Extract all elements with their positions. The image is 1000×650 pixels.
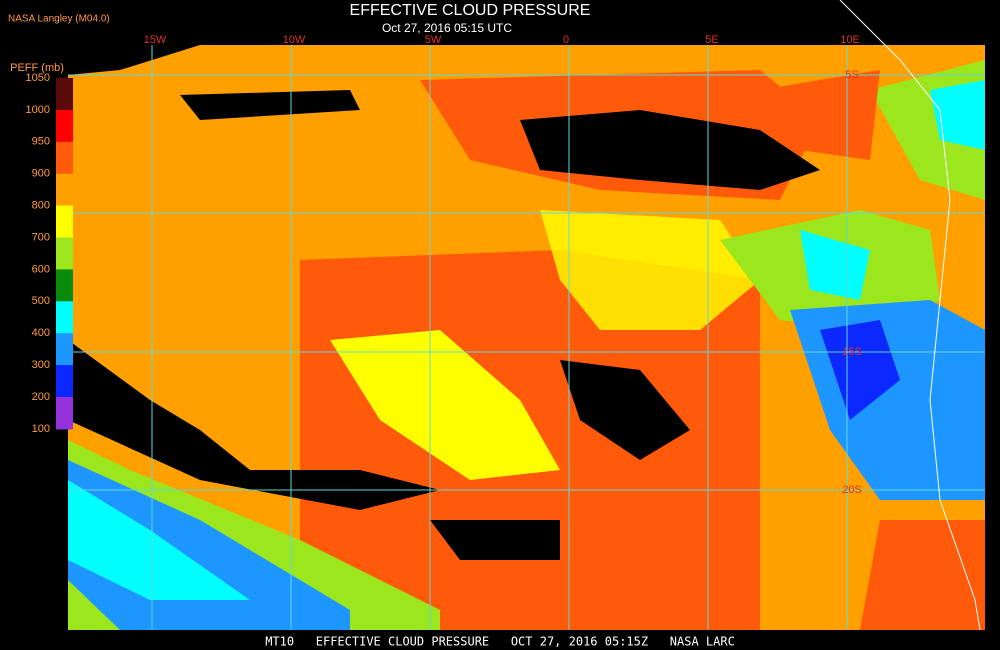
colorbar-swatch <box>56 205 73 238</box>
graticule <box>68 45 985 630</box>
coastline <box>839 0 981 631</box>
colorbar-swatch <box>56 78 73 111</box>
lon-labels: 15W 10W 5W 0 5E 10E <box>144 34 860 46</box>
subtitle: Oct 27, 2016 05:15 UTC <box>382 21 512 35</box>
colorbar: 1050 1000 950 900 800 700 600 500 400 300 200 100 <box>26 72 73 435</box>
colorbar-tick: 400 <box>32 327 50 339</box>
lon-label: 5W <box>425 34 442 46</box>
colorbar-tick: 100 <box>32 423 50 435</box>
lat-labels: 5S 15S 20S <box>842 69 862 496</box>
colorbar-tick: 300 <box>32 359 50 371</box>
colorbar-tick: 600 <box>32 263 50 275</box>
colorbar-tick: 700 <box>32 231 50 243</box>
source-label: NASA Langley (M04.0) <box>8 14 110 25</box>
colorbar-swatch <box>56 237 73 270</box>
footer: MT10 EFFECTIVE CLOUD PRESSURE OCT 27, 20… <box>265 635 735 649</box>
colorbar-tick: 500 <box>32 295 50 307</box>
colorbar-swatch <box>56 333 73 366</box>
imagery <box>68 45 985 630</box>
title: EFFECTIVE CLOUD PRESSURE <box>350 2 591 19</box>
colorbar-tick: 950 <box>32 136 50 148</box>
colorbar-tick: 200 <box>32 391 50 403</box>
lat-label: 20S <box>842 484 862 496</box>
lon-label: 5E <box>705 34 718 46</box>
colorbar-swatch <box>56 109 73 143</box>
lon-label: 15W <box>144 34 167 46</box>
lat-label: 15S <box>842 346 862 358</box>
colorbar-label: PEFF (mb) <box>10 62 64 74</box>
colorbar-swatch <box>56 397 73 430</box>
colorbar-tick: 1000 <box>26 104 50 116</box>
colorbar-swatch <box>56 301 73 334</box>
colorbar-tick: 1050 <box>26 72 50 84</box>
colorbar-swatch <box>56 365 73 398</box>
lon-label: 0 <box>563 34 569 46</box>
colorbar-swatch <box>56 173 73 207</box>
lon-label: 10W <box>283 34 306 46</box>
colorbar-swatch <box>56 269 73 302</box>
lat-label: 5S <box>845 69 858 81</box>
colorbar-swatch <box>56 141 73 175</box>
colorbar-tick: 800 <box>32 200 50 212</box>
colorbar-tick: 900 <box>32 168 50 180</box>
lon-label: 10E <box>840 34 860 46</box>
